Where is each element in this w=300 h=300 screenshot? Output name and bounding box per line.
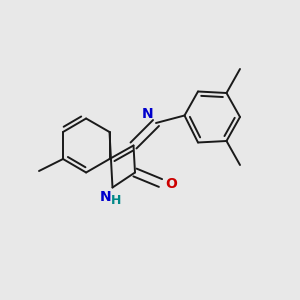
Text: N: N <box>99 190 111 204</box>
Text: H: H <box>111 194 121 207</box>
Text: O: O <box>165 178 177 191</box>
Text: N: N <box>141 107 153 122</box>
